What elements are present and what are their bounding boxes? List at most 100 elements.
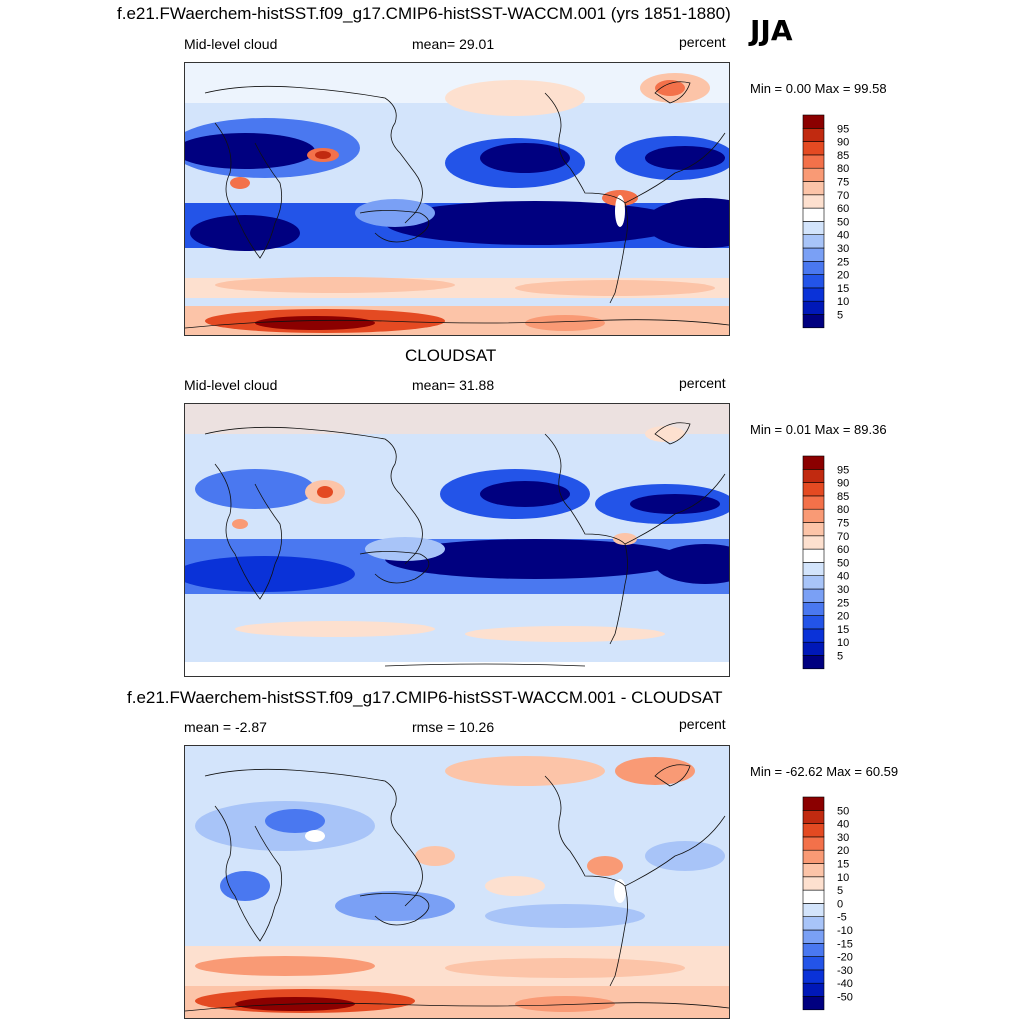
colorbar-tick-label: 50 [837, 557, 849, 569]
colorbar-box [802, 823, 825, 838]
colorbar-box [802, 903, 825, 918]
panel2-colorbar: 5 10 15 20 25 30 40 50 60 70 75 80 85 90 95 [802, 455, 863, 670]
colorbar-box [802, 655, 825, 670]
colorbar-box [802, 876, 825, 891]
season-label: JJA [750, 14, 793, 47]
colorbar-tick-label: 20 [837, 845, 849, 857]
colorbar-tick-label: 90 [837, 478, 849, 490]
panel2-mean-label: mean= 31.88 [412, 377, 495, 393]
panel3-field [185, 746, 729, 1018]
panel3-mean-label: mean = -2.87 [184, 719, 267, 735]
colorbar-box [802, 221, 825, 236]
colorbar-tick-label: 85 [837, 491, 849, 503]
colorbar-tick-label: 50 [837, 216, 849, 228]
panel1-variable-label: Mid-level cloud [184, 36, 278, 52]
colorbar-tick-label: 70 [837, 531, 849, 543]
colorbar-tick-label: 30 [837, 584, 849, 596]
colorbar-tick-label: 30 [837, 832, 849, 844]
colorbar-tick-label: 25 [837, 597, 849, 609]
colorbar-box [802, 863, 825, 878]
colorbar-tick-label: 10 [837, 296, 849, 308]
colorbar-box [802, 495, 825, 510]
colorbar-tick-label: 40 [837, 819, 849, 831]
colorbar-box [802, 522, 825, 537]
panel3-minmax: Min = -62.62 Max = 60.59 [750, 764, 899, 779]
colorbar-tick-label: 80 [837, 163, 849, 175]
colorbar-box [802, 982, 825, 997]
colorbar-box [802, 628, 825, 643]
colorbar-tick-label: 75 [837, 518, 849, 530]
colorbar-tick-label: 30 [837, 243, 849, 255]
colorbar-box [802, 274, 825, 289]
colorbar-box [802, 996, 825, 1011]
colorbar-tick-label: 5 [837, 651, 843, 663]
colorbar-tick-label: 40 [837, 571, 849, 583]
colorbar-tick-label: 60 [837, 203, 849, 215]
colorbar-tick-label: 5 [837, 310, 843, 322]
colorbar-box [802, 796, 825, 811]
colorbar-tick-label: -5 [837, 912, 847, 924]
colorbar-tick-label: 90 [837, 137, 849, 149]
colorbar-box [802, 641, 825, 656]
panel1-map [184, 62, 730, 336]
colorbar-tick-label: 50 [837, 805, 849, 817]
colorbar-box [802, 810, 825, 824]
colorbar-box [802, 455, 825, 470]
panel2-minmax: Min = 0.01 Max = 89.36 [750, 422, 887, 437]
panel1-title: f.e21.FWaerchem-histSST.f09_g17.CMIP6-hi… [117, 4, 731, 23]
panel3-colorbar: -50 -40 -30 -20 -15 -10 -5 0 5 10 15 20 30 40 50 [802, 796, 863, 1011]
panel1-field [185, 63, 729, 335]
panel3-units-label: percent [679, 716, 726, 732]
panel2-map [184, 403, 730, 677]
colorbar-box [802, 181, 825, 196]
panel3-rmse-label: rmse = 10.26 [412, 719, 495, 735]
colorbar-box [802, 508, 825, 523]
colorbar-tick-label: 10 [837, 637, 849, 649]
colorbar-tick-label: -20 [837, 952, 853, 964]
colorbar-tick-label: -50 [837, 992, 853, 1004]
colorbar-tick-label: 75 [837, 177, 849, 189]
colorbar-box [802, 482, 825, 497]
colorbar-tick-label: 20 [837, 611, 849, 623]
colorbar-tick-label: -30 [837, 965, 853, 977]
colorbar-box [802, 548, 825, 563]
colorbar-tick-label: -15 [837, 938, 853, 950]
colorbar-box [802, 207, 825, 222]
panel3-title: f.e21.FWaerchem-histSST.f09_g17.CMIP6-hi… [127, 688, 723, 707]
colorbar-box [802, 562, 825, 577]
colorbar-box [802, 943, 825, 957]
colorbar-box [802, 836, 825, 851]
colorbar-box [802, 588, 825, 603]
colorbar-box [802, 969, 825, 984]
colorbar-box [802, 287, 825, 302]
colorbar-box [802, 602, 825, 616]
colorbar-box [802, 261, 825, 275]
colorbar-box [802, 929, 825, 944]
colorbar-tick-label: 5 [837, 885, 843, 897]
colorbar-box [802, 114, 825, 129]
colorbar-box [802, 956, 825, 971]
colorbar-tick-label: 95 [837, 123, 849, 135]
colorbar-tick-label: 25 [837, 256, 849, 268]
colorbar-box [802, 234, 825, 249]
colorbar-tick-label: -10 [837, 925, 853, 937]
panel1-mean-label: mean= 29.01 [412, 36, 495, 52]
colorbar-box [802, 575, 825, 590]
panel2-variable-label: Mid-level cloud [184, 377, 278, 393]
colorbar-box [802, 916, 825, 931]
colorbar-box [802, 314, 825, 329]
colorbar-box [802, 300, 825, 315]
colorbar-tick-label: 15 [837, 859, 849, 871]
panel1-units-label: percent [679, 34, 726, 50]
panel2-units-label: percent [679, 375, 726, 391]
colorbar-box [802, 535, 825, 550]
colorbar-box [802, 469, 825, 483]
colorbar-box [802, 128, 825, 142]
colorbar-tick-label: 15 [837, 283, 849, 295]
colorbar-tick-label: 95 [837, 464, 849, 476]
colorbar-box [802, 889, 825, 904]
colorbar-tick-label: -40 [837, 978, 853, 990]
colorbar-tick-label: 70 [837, 190, 849, 202]
colorbar-box [802, 154, 825, 169]
colorbar-tick-label: 85 [837, 150, 849, 162]
